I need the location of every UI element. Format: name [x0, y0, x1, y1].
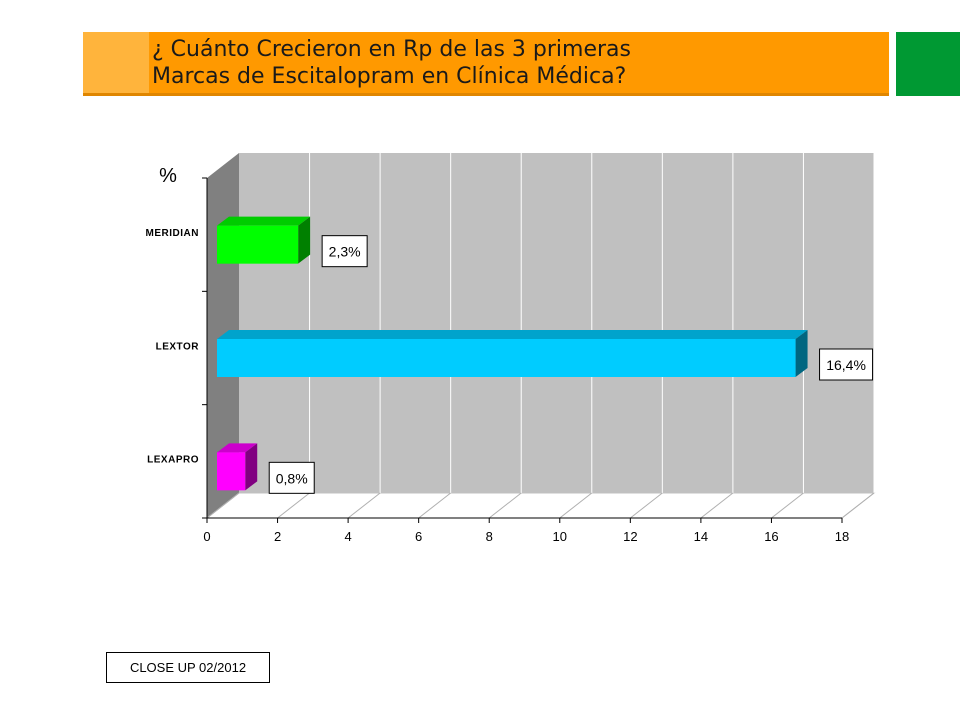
- title-bar: [83, 32, 889, 96]
- data-label: 16,4%: [826, 357, 866, 373]
- title-line-1: ¿ Cuánto Crecieron en Rp de las 3 primer…: [152, 37, 631, 62]
- bar: [217, 339, 796, 377]
- x-tick-label: 8: [486, 529, 493, 544]
- bar: [217, 225, 299, 264]
- title-bar-shadow: [83, 93, 889, 96]
- x-tick-label: 0: [203, 529, 210, 544]
- floor-gridline: [630, 492, 663, 519]
- x-tick-label: 14: [694, 529, 708, 544]
- data-label-box: [268, 461, 315, 494]
- floor-gridline: [347, 492, 381, 519]
- bar-side-face: [298, 216, 311, 264]
- floor-gridline: [206, 492, 240, 519]
- floor-gridline: [488, 492, 522, 519]
- bar-top-face: [217, 443, 258, 453]
- y-axis-title: %: [159, 165, 177, 187]
- floor-gridline: [418, 492, 451, 519]
- x-tick-label: 4: [344, 529, 351, 544]
- x-tick-label: 16: [764, 529, 778, 544]
- floor-gridline: [841, 492, 875, 519]
- floor-gridline: [559, 492, 593, 519]
- bar-top-face: [217, 216, 311, 226]
- x-tick-label: 2: [274, 529, 281, 544]
- data-label-box: [321, 235, 368, 268]
- category-label: LEXTOR: [156, 341, 200, 352]
- source-label: CLOSE UP 02/2012: [106, 652, 270, 683]
- bar: [217, 452, 246, 491]
- chart-back-wall: [239, 153, 874, 493]
- page-title: ¿ Cuánto Crecieron en Rp de las 3 primer…: [152, 36, 882, 90]
- x-tick-label: 18: [835, 529, 849, 544]
- title-line-2: Marcas de Escitalopram en Clínica Médica…: [152, 64, 627, 89]
- x-tick-label: 12: [623, 529, 637, 544]
- category-label: MERIDIAN: [146, 228, 199, 239]
- green-accent-box: [896, 32, 960, 96]
- title-bar-accent: [83, 32, 149, 96]
- data-label: 0,8%: [276, 470, 308, 486]
- bar-top-face: [217, 330, 808, 339]
- category-label: LEXAPRO: [147, 455, 199, 466]
- data-label: 2,3%: [329, 244, 361, 260]
- floor-gridline: [277, 492, 310, 519]
- data-label-box: [819, 348, 874, 381]
- x-tick-label: 10: [553, 529, 567, 544]
- bar-side-face: [245, 443, 258, 491]
- floor-gridline: [771, 492, 804, 519]
- x-tick-label: 6: [415, 529, 422, 544]
- bar-side-face: [795, 330, 808, 377]
- floor-gridline: [700, 492, 734, 519]
- chart-floor: [205, 492, 876, 519]
